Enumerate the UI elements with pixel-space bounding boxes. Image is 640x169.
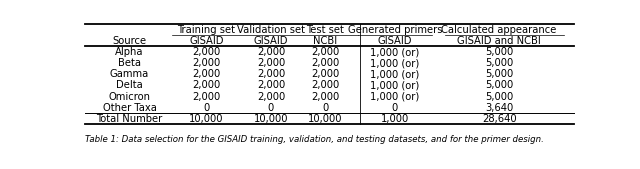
Text: Training set: Training set [177,25,236,35]
Text: 2,000: 2,000 [193,69,221,79]
Text: 2,000: 2,000 [312,92,340,102]
Text: 2,000: 2,000 [193,47,221,57]
Text: 0: 0 [268,103,274,113]
Text: GISAID: GISAID [378,36,412,46]
Text: 2,000: 2,000 [312,69,340,79]
Text: 2,000: 2,000 [257,80,285,90]
Text: 5,000: 5,000 [485,47,513,57]
Text: Validation set: Validation set [237,25,305,35]
Text: GISAID and NCBI: GISAID and NCBI [457,36,541,46]
Text: 10,000: 10,000 [308,114,343,124]
Text: 3,640: 3,640 [485,103,513,113]
Text: 0: 0 [323,103,329,113]
Text: 2,000: 2,000 [257,69,285,79]
Text: 1,000 (or): 1,000 (or) [371,47,420,57]
Text: 2,000: 2,000 [312,47,340,57]
Text: 10,000: 10,000 [189,114,224,124]
Text: 2,000: 2,000 [312,58,340,68]
Text: Calculated appearance: Calculated appearance [442,25,557,35]
Text: 2,000: 2,000 [193,92,221,102]
Text: Alpha: Alpha [115,47,144,57]
Text: 5,000: 5,000 [485,69,513,79]
Text: 2,000: 2,000 [257,92,285,102]
Text: NCBI: NCBI [314,36,337,46]
Text: Omicron: Omicron [109,92,150,102]
Text: 10,000: 10,000 [253,114,288,124]
Text: 1,000 (or): 1,000 (or) [371,58,420,68]
Text: 5,000: 5,000 [485,58,513,68]
Text: 2,000: 2,000 [257,47,285,57]
Text: 5,000: 5,000 [485,92,513,102]
Text: Other Taxa: Other Taxa [102,103,157,113]
Text: 2,000: 2,000 [193,58,221,68]
Text: Gamma: Gamma [110,69,149,79]
Text: 1,000 (or): 1,000 (or) [371,92,420,102]
Text: Delta: Delta [116,80,143,90]
Text: 2,000: 2,000 [257,58,285,68]
Text: 1,000 (or): 1,000 (or) [371,69,420,79]
Text: 0: 0 [392,103,398,113]
Text: Table 1: Data selection for the GISAID training, validation, and testing dataset: Table 1: Data selection for the GISAID t… [85,136,544,144]
Text: Source: Source [113,36,147,46]
Text: Generated primers: Generated primers [348,25,442,35]
Text: 0: 0 [204,103,210,113]
Text: Total Number: Total Number [97,114,163,124]
Text: Beta: Beta [118,58,141,68]
Text: GISAID: GISAID [189,36,224,46]
Text: 28,640: 28,640 [482,114,516,124]
Text: 2,000: 2,000 [193,80,221,90]
Text: 1,000 (or): 1,000 (or) [371,80,420,90]
Text: 2,000: 2,000 [312,80,340,90]
Text: GISAID: GISAID [253,36,288,46]
Text: 1,000: 1,000 [381,114,409,124]
Text: Test set: Test set [307,25,344,35]
Text: 5,000: 5,000 [485,80,513,90]
